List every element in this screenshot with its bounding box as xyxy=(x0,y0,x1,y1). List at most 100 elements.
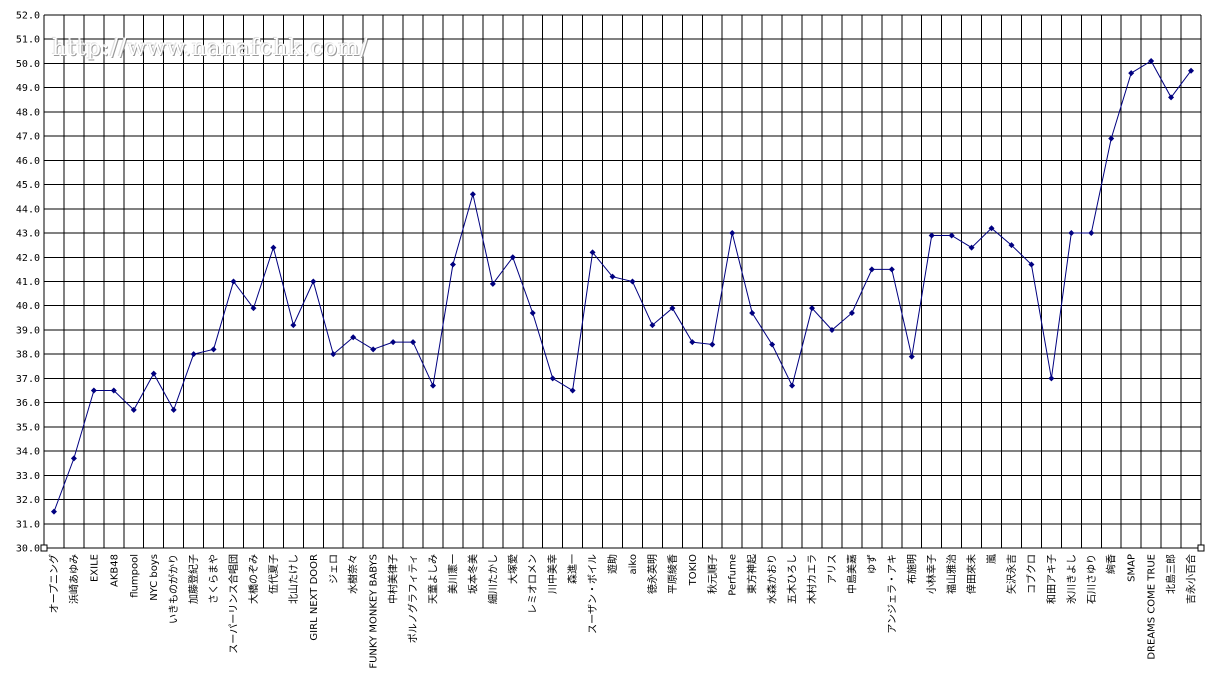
y-tick-label: 51.0 xyxy=(16,35,40,46)
x-tick-label: 伍代夏子 xyxy=(268,554,280,594)
y-tick-label: 33.0 xyxy=(16,471,40,482)
x-tick-label: レミオロメン xyxy=(527,554,539,614)
data-point-marker xyxy=(789,382,796,389)
data-point-marker xyxy=(609,273,616,280)
x-tick-label: 大橋のぞみ xyxy=(247,554,260,604)
data-point-marker xyxy=(1088,230,1095,237)
x-tick-label: 加藤登紀子 xyxy=(187,554,200,604)
y-tick-label: 38.0 xyxy=(16,350,40,361)
x-axis-tick-labels: オープニング 浜崎あゆみ EXILE AKB48 flumpool NYC boys いきも… xyxy=(47,554,1197,669)
data-point-marker xyxy=(709,341,716,348)
data-point-marker xyxy=(509,254,516,261)
x-tick-label: オープニング xyxy=(47,554,60,613)
data-point-marker xyxy=(290,322,297,329)
x-tick-label: EXILE xyxy=(89,554,100,582)
y-tick-label: 48.0 xyxy=(16,107,40,118)
data-point-marker xyxy=(410,339,417,346)
axis-handle-right xyxy=(1197,544,1205,552)
x-tick-label: ゆず xyxy=(866,554,878,574)
series-line xyxy=(53,60,1192,512)
data-point-marker xyxy=(948,232,955,239)
data-point-marker xyxy=(130,406,137,413)
y-tick-label: 36.0 xyxy=(16,398,40,409)
data-point-marker xyxy=(170,406,177,413)
series-markers xyxy=(50,58,1195,515)
y-tick-label: 43.0 xyxy=(16,229,40,240)
y-tick-label: 46.0 xyxy=(16,156,40,167)
data-point-marker xyxy=(1168,94,1175,101)
data-point-marker xyxy=(1048,375,1055,382)
data-point-marker xyxy=(649,322,656,329)
x-tick-label: スーザン・ボイル xyxy=(587,554,599,634)
y-tick-label: 50.0 xyxy=(16,59,40,70)
x-tick-label: いきものがかり xyxy=(167,554,180,624)
x-tick-label: スーパーリンス合唱団 xyxy=(227,554,240,654)
x-tick-label: 北島三郎 xyxy=(1165,554,1178,594)
x-tick-label: 石川さゆり xyxy=(1086,554,1098,604)
x-tick-label: 木村カエラ xyxy=(806,554,819,604)
data-point-marker xyxy=(330,351,337,358)
y-tick-label: 49.0 xyxy=(16,83,40,94)
x-tick-label: 矢沢永吉 xyxy=(1005,554,1018,594)
x-tick-label: 氷川きよし xyxy=(1065,554,1078,604)
x-tick-label: FUNKY MONKEY BABYS xyxy=(369,554,380,669)
x-tick-label: 布施明 xyxy=(905,554,918,584)
y-tick-label: 47.0 xyxy=(16,132,40,143)
y-axis-tick-labels: 30.0 31.0 32.0 33.0 34.0 35.0 36.0 37.0 38.0 39.0… xyxy=(16,11,40,555)
data-point-marker xyxy=(489,280,496,287)
x-tick-label: DREAMS COME TRUE xyxy=(1147,554,1158,660)
data-point-marker xyxy=(1068,230,1075,237)
y-tick-label: 39.0 xyxy=(16,325,40,336)
y-tick-label: 44.0 xyxy=(16,204,40,215)
data-point-marker xyxy=(868,266,875,273)
x-tick-label: アリス xyxy=(827,554,838,584)
data-point-marker xyxy=(589,249,596,256)
x-tick-label: さくらまや xyxy=(208,554,220,604)
data-point-marker xyxy=(1148,58,1155,65)
y-tick-label: 34.0 xyxy=(16,447,40,458)
y-tick-label: 41.0 xyxy=(16,277,40,288)
x-tick-label: 吉永小百合 xyxy=(1185,554,1198,604)
data-point-marker xyxy=(529,309,536,316)
data-point-marker xyxy=(90,387,97,394)
data-point-marker xyxy=(50,508,57,515)
data-point-marker xyxy=(1188,67,1195,74)
x-tick-label: 北山たけし xyxy=(288,554,300,604)
x-tick-label: 徳永英明 xyxy=(646,554,659,594)
data-point-marker xyxy=(250,305,257,312)
x-tick-label: 水森かおり xyxy=(766,554,779,604)
x-tick-label: ポルノグラフィティ xyxy=(407,554,420,643)
data-point-marker xyxy=(469,191,476,198)
data-point-marker xyxy=(848,309,855,316)
x-tick-label: 小林幸子 xyxy=(925,554,938,594)
y-tick-label: 52.0 xyxy=(16,11,40,22)
x-tick-label: 坂本冬美 xyxy=(466,554,479,594)
data-point-marker xyxy=(968,244,975,251)
x-tick-label: 川中美幸 xyxy=(546,554,559,594)
y-tick-label: 40.0 xyxy=(16,301,40,312)
data-point-marker xyxy=(988,225,995,232)
data-point-marker xyxy=(549,375,556,382)
data-point-marker xyxy=(689,339,696,346)
data-point-marker xyxy=(569,387,576,394)
x-tick-label: AKB48 xyxy=(109,554,120,587)
data-point-marker xyxy=(729,230,736,237)
x-tick-label: GIRL NEXT DOOR xyxy=(309,554,320,641)
x-tick-label: 浜崎あゆみ xyxy=(67,554,80,604)
data-point-marker xyxy=(190,351,197,358)
x-tick-label: aiko xyxy=(628,554,639,574)
x-tick-label: 東方神起 xyxy=(746,554,759,594)
x-tick-label: 森進一 xyxy=(566,554,579,584)
data-point-marker xyxy=(809,305,816,312)
x-tick-label: NYC boys xyxy=(149,554,160,601)
x-tick-label: Perfume xyxy=(728,554,739,596)
y-tick-label: 37.0 xyxy=(16,374,40,385)
data-point-marker xyxy=(828,326,835,333)
data-point-marker xyxy=(928,232,935,239)
data-point-marker xyxy=(888,266,895,273)
data-point-marker xyxy=(70,455,77,462)
x-tick-label: 五木ひろし xyxy=(787,554,799,604)
data-point-marker xyxy=(908,353,915,360)
data-point-marker xyxy=(629,278,636,285)
